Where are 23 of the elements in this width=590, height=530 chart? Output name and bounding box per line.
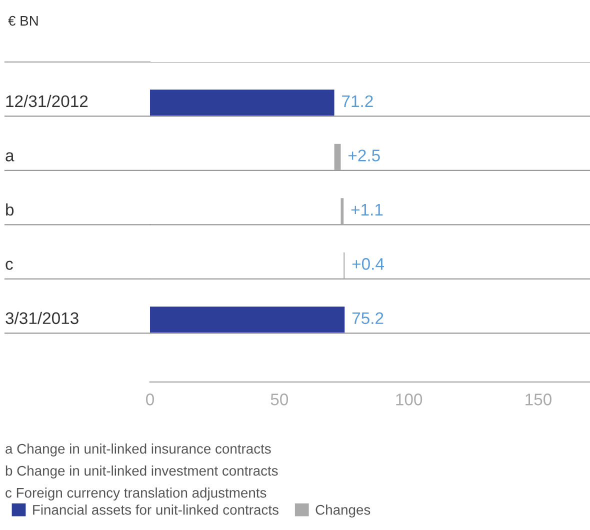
data-label: +2.5: [348, 150, 380, 162]
text: c Foreign currency translation adjustments: [6, 488, 266, 500]
data-label: +0.4: [352, 258, 384, 270]
y-axis-title: € BN: [8, 16, 38, 26]
text: a Change in unit-linked insurance contracts: [6, 444, 271, 456]
x-tick-label: 0: [146, 394, 154, 406]
bar: [150, 306, 345, 333]
legend-label: Changes: [316, 504, 370, 518]
data-label: +1.1: [351, 204, 383, 216]
x-tick-label: 50: [270, 394, 288, 406]
x-tick-label: 150: [526, 394, 552, 406]
y-tick-label: c: [6, 260, 13, 270]
bar: [334, 144, 341, 170]
x-tick-label: 100: [396, 394, 422, 406]
y-tick-label: 3/31/2013: [6, 312, 78, 324]
legend-label: Financial assets for unit-linked contracts: [33, 504, 278, 515]
y-tick-label: b: [6, 203, 14, 216]
text: b Change in unit-linked investment contracts: [6, 466, 278, 478]
data-label: 75.2: [352, 312, 384, 324]
y-tick-label: 12/31/2012: [6, 94, 88, 108]
bar: [150, 90, 334, 116]
data-label: 71.2: [342, 95, 373, 107]
y-tick-label: a: [6, 152, 14, 162]
